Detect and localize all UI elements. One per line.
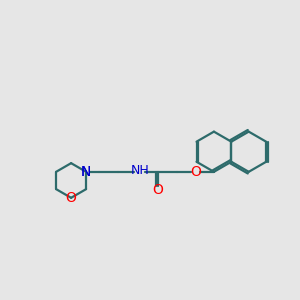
Text: O: O [152,183,163,197]
Text: N: N [81,165,91,179]
Text: NH: NH [130,164,149,177]
Text: N: N [81,165,91,179]
Text: O: O [190,165,201,179]
Text: O: O [66,191,76,205]
